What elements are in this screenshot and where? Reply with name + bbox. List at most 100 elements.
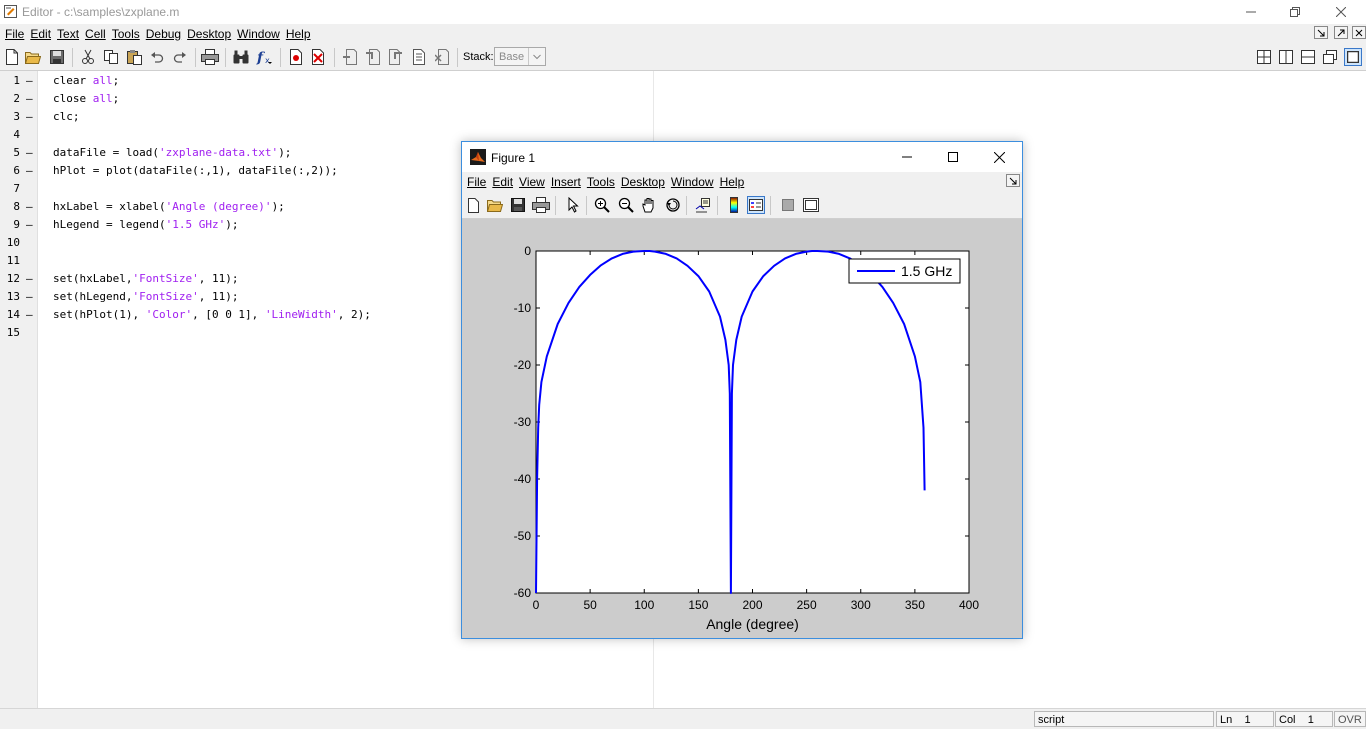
step-button[interactable] [341,48,359,66]
code-line[interactable]: set(hxLabel,'FontSize', 11); [53,272,238,285]
print-figure-button[interactable] [532,196,550,214]
executable-line-marker[interactable]: – [26,290,33,303]
x-tick-label: 50 [583,598,597,612]
zoom-out-button[interactable] [617,196,635,214]
figure-window[interactable]: Figure 1 File Edit View Insert Tools Desktop W… [461,141,1023,639]
executable-line-marker[interactable]: – [26,74,33,87]
code-token: hxLabel = xlabel( [53,200,166,213]
menu-window[interactable]: Window [234,24,283,41]
code-line[interactable]: clear all; [53,74,119,87]
save-figure-button[interactable] [509,196,527,214]
paste-button[interactable] [125,48,143,66]
figure-menu-insert[interactable]: Insert [548,172,584,189]
line-chart[interactable]: 0 50 100 150 200 250 300 350 400 0 -10 -20 -30 -40 -50… [462,219,1022,638]
data-cursor-button[interactable] [694,196,712,214]
close-button[interactable] [1318,0,1364,24]
figure-menu-file[interactable]: File [464,172,489,189]
menu-file[interactable]: File [2,24,27,41]
executable-line-marker[interactable]: – [26,164,33,177]
continue-button[interactable] [410,48,428,66]
menu-debug[interactable]: Debug [143,24,184,41]
set-breakpoint-button[interactable] [287,48,305,66]
figure-menu-view[interactable]: View [516,172,548,189]
figure-menu-desktop[interactable]: Desktop [618,172,668,189]
figure-maximize-button[interactable] [930,142,976,172]
left-right-split-button[interactable] [1277,48,1295,66]
menu-edit[interactable]: Edit [27,24,54,41]
executable-line-marker[interactable]: – [26,110,33,123]
top-bottom-split-button[interactable] [1299,48,1317,66]
find-button[interactable] [232,48,250,66]
executable-line-marker[interactable]: – [26,308,33,321]
code-line[interactable]: hLegend = legend('1.5 GHz'); [53,218,238,231]
restore-button[interactable] [1272,0,1318,24]
code-line[interactable]: hxLabel = xlabel('Angle (degree)'); [53,200,285,213]
copy-button[interactable] [102,48,120,66]
figure-menu-window[interactable]: Window [668,172,717,189]
undo-button[interactable] [148,48,166,66]
new-file-button[interactable] [3,48,21,66]
float-layout-button[interactable] [1321,48,1339,66]
y-tick-label: -30 [514,415,532,429]
figure-close-button[interactable] [976,142,1022,172]
code-line[interactable]: hPlot = plot(dataFile(:,1), dataFile(:,2… [53,164,338,177]
minimize-icon [902,156,912,158]
insert-legend-button[interactable] [747,196,765,214]
code-line[interactable]: set(hLegend,'FontSize', 11); [53,290,238,303]
zoom-in-button[interactable] [593,196,611,214]
insert-colorbar-button[interactable] [725,196,743,214]
menu-tools[interactable]: Tools [109,24,143,41]
col-value: 1 [1307,714,1314,726]
print-button[interactable] [201,48,219,66]
new-figure-button[interactable] [464,196,482,214]
figure-minimize-button[interactable] [884,142,930,172]
executable-line-marker[interactable]: – [26,272,33,285]
code-line[interactable]: dataFile = load('zxplane-data.txt'); [53,146,291,159]
rotate-3d-button[interactable] [664,196,682,214]
exit-debug-button[interactable] [433,48,451,66]
maximize-layout-button[interactable] [1344,48,1362,66]
figure-menu-help[interactable]: Help [717,172,748,189]
save-button[interactable] [48,48,66,66]
menu-desktop[interactable]: Desktop [184,24,234,41]
figure-canvas[interactable]: 0 50 100 150 200 250 300 350 400 0 -10 -20 -30 -40 -50… [462,219,1022,638]
menu-text[interactable]: Text [54,24,82,41]
code-line[interactable]: clc; [53,110,80,123]
executable-line-marker[interactable]: – [26,92,33,105]
plot-axes[interactable] [535,250,970,594]
cut-button[interactable] [79,48,97,66]
open-file-button[interactable] [24,48,42,66]
step-in-button[interactable] [364,48,382,66]
clear-breakpoints-button[interactable] [309,48,327,66]
show-plot-tools-button[interactable] [802,196,820,214]
figure-dock-button[interactable] [1006,174,1020,187]
line-number: 2 [13,92,20,105]
open-file-button[interactable] [486,196,504,214]
copy-icon [104,50,118,64]
dock-button[interactable] [1334,26,1348,39]
executable-line-marker[interactable]: – [26,200,33,213]
figure-title-bar[interactable]: Figure 1 [462,142,1022,172]
undock-button[interactable] [1314,26,1328,39]
pan-button[interactable] [640,196,658,214]
edit-plot-button[interactable] [564,196,582,214]
menu-cell[interactable]: Cell [82,24,109,41]
stack-dropdown[interactable]: Base [494,47,546,66]
code-line[interactable]: set(hPlot(1), 'Color', [0 0 1], 'LineWid… [53,308,371,321]
menu-help[interactable]: Help [283,24,314,41]
tile-layout-button[interactable] [1255,48,1273,66]
close-icon [993,151,1005,163]
figure-menu-tools[interactable]: Tools [584,172,618,189]
hide-plot-tools-button[interactable] [779,196,797,214]
edit-plot-icon [568,197,579,213]
step-out-button[interactable] [387,48,405,66]
figure-menu-edit[interactable]: Edit [489,172,516,189]
executable-line-marker[interactable]: – [26,146,33,159]
minimize-button[interactable] [1228,0,1274,24]
line-number-gutter[interactable]: 1–2–3–4 5–6–7 8–9–10 11 12–13–14–15 [0,71,38,708]
code-line[interactable]: close all; [53,92,119,105]
executable-line-marker[interactable]: – [26,218,33,231]
redo-button[interactable] [171,48,189,66]
editor-close-button[interactable] [1352,26,1366,39]
